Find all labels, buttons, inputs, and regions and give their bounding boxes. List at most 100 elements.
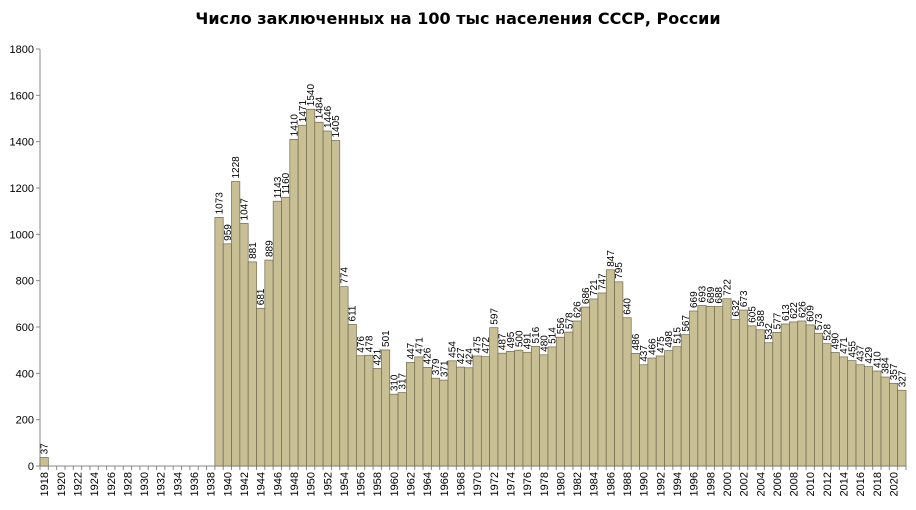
data-label: 795 (614, 262, 625, 279)
y-tick-label: 1400 (10, 137, 34, 149)
data-label: 480 (539, 335, 550, 352)
bar (297, 124, 307, 467)
bar (530, 346, 540, 467)
data-label: 437 (639, 345, 650, 362)
bar (880, 376, 890, 467)
x-tick-label: 1968 (456, 472, 468, 496)
bar (730, 319, 740, 467)
y-tick-label: 1600 (10, 90, 34, 102)
bar (805, 324, 815, 467)
bar (414, 356, 424, 467)
data-label: 669 (689, 291, 700, 308)
data-label: 310 (389, 374, 400, 391)
bar (655, 355, 665, 467)
x-tick-label: 1962 (406, 472, 418, 496)
bar (897, 389, 907, 467)
data-label: 613 (781, 304, 792, 321)
x-tick-label: 1978 (539, 472, 551, 496)
data-label: 632 (731, 299, 742, 316)
bar (547, 346, 557, 467)
x-tick-label: 1918 (39, 472, 51, 496)
bar (580, 306, 590, 467)
x-tick-label: 1932 (156, 472, 168, 496)
data-label: 747 (598, 273, 609, 290)
bar (589, 298, 599, 467)
bar (605, 269, 615, 467)
bar (680, 334, 690, 467)
data-label: 611 (348, 305, 359, 321)
x-tick-label: 1982 (572, 472, 584, 496)
bar (672, 346, 682, 467)
bar (464, 367, 474, 467)
x-tick-label: 1946 (272, 472, 284, 496)
bars (39, 108, 907, 467)
bar (555, 336, 565, 467)
bar (314, 121, 324, 467)
x-tick-label: 1984 (589, 472, 601, 496)
data-label: 889 (264, 240, 275, 257)
bar (572, 320, 582, 467)
bar (755, 329, 765, 467)
bar (539, 354, 549, 467)
data-label: 681 (256, 288, 267, 305)
bar (222, 243, 232, 467)
data-label: 429 (864, 346, 875, 363)
bar (422, 366, 432, 467)
y-tick-label: 200 (16, 415, 34, 427)
bar (639, 364, 649, 467)
data-label: 626 (573, 301, 584, 318)
data-label: 1143 (273, 176, 284, 198)
data-label: 424 (464, 348, 475, 365)
x-tick-label: 1970 (472, 472, 484, 496)
y-tick-label: 1000 (10, 229, 34, 241)
data-label: 471 (414, 337, 425, 354)
data-label: 597 (489, 308, 500, 325)
x-tick-label: 1974 (505, 472, 517, 496)
x-tick-label: 1954 (339, 472, 351, 496)
x-axis: 1918 1920 1922 1924 1926 1928 1930 1932 1934 1936… (39, 465, 907, 496)
bar (714, 306, 724, 467)
y-tick-label: 1200 (10, 183, 34, 195)
bar (322, 130, 332, 467)
bar (797, 320, 807, 467)
x-tick-label: 1938 (206, 472, 218, 496)
data-label: 693 (697, 285, 708, 302)
x-tick-label: 1926 (106, 472, 118, 496)
bar (855, 364, 865, 467)
data-label: 475 (473, 336, 484, 353)
data-label: 501 (381, 330, 392, 347)
data-label: 472 (481, 337, 492, 354)
x-tick-label: 1972 (489, 472, 501, 496)
bar (497, 352, 507, 467)
x-tick-label: 2018 (872, 472, 884, 496)
bar (697, 305, 707, 467)
data-label: 1540 (306, 84, 317, 107)
x-tick-label: 1956 (356, 472, 368, 496)
data-label: 567 (681, 315, 692, 332)
data-label: 454 (448, 341, 459, 358)
bar (789, 321, 799, 467)
data-label: 516 (531, 326, 542, 343)
y-tick-label: 600 (16, 322, 34, 334)
x-tick-label: 1966 (439, 472, 451, 496)
data-label: 37 (40, 443, 51, 455)
data-label: 577 (772, 312, 783, 329)
data-label: 1471 (298, 100, 309, 123)
x-tick-label: 2004 (755, 472, 767, 496)
data-label: 371 (439, 360, 450, 377)
x-tick-label: 1996 (689, 472, 701, 496)
data-label: 384 (881, 357, 892, 374)
data-label: 1484 (314, 97, 325, 120)
data-label: 466 (648, 338, 659, 355)
y-tick-label: 1800 (10, 44, 34, 56)
bar (647, 357, 657, 467)
x-tick-label: 1944 (256, 472, 268, 496)
data-label: 1410 (289, 114, 300, 137)
data-label: 379 (431, 358, 442, 375)
data-label: 959 (223, 224, 234, 241)
x-tick-label: 1950 (306, 472, 318, 496)
chart-title: Число заключенных на 100 тыс населения С… (195, 9, 721, 28)
y-axis: 0 200 400 600 800 1000 1200 1400 1600 1800 (10, 44, 41, 473)
x-tick-label: 1998 (705, 472, 717, 496)
